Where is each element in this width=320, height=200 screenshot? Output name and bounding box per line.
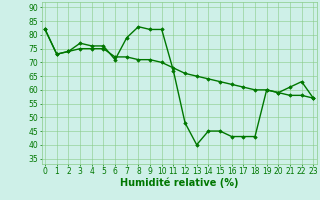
X-axis label: Humidité relative (%): Humidité relative (%): [120, 178, 238, 188]
